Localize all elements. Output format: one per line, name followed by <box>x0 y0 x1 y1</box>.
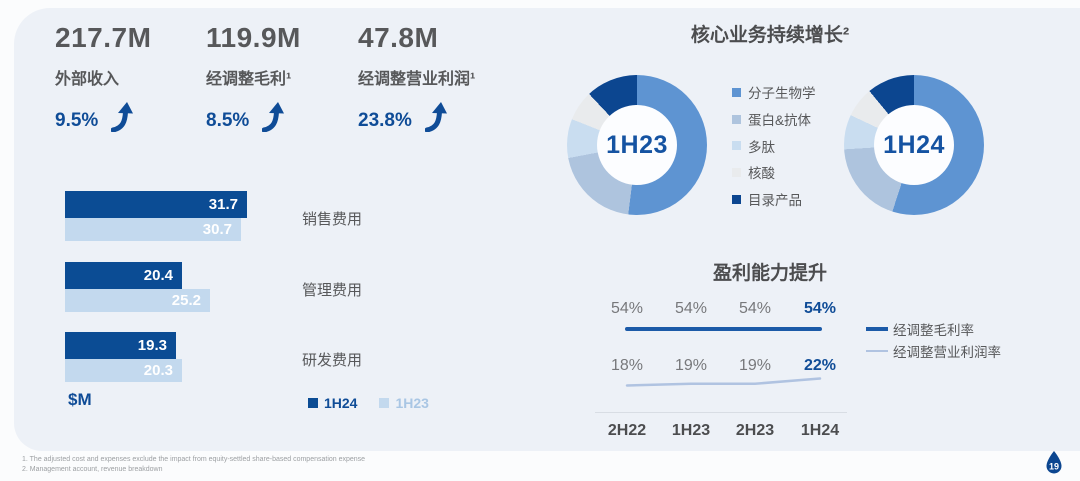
legend-swatch <box>732 194 741 204</box>
donut-center-label: 1H24 <box>874 105 954 185</box>
bar-chart-unit-label: $M <box>68 390 92 409</box>
legend-label: 经调整营业利润率 <box>893 345 1001 360</box>
line-chart-legend: 经调整毛利率经调整营业利润率 <box>866 318 1001 362</box>
bar-1h24: 20.4 <box>65 262 182 289</box>
kpi-label: 经调整毛利¹ <box>206 71 292 88</box>
legend-label: 1H24 <box>324 395 358 411</box>
legend-label: 核酸 <box>748 166 775 182</box>
bar-category-label: 管理费用 <box>302 282 363 299</box>
x-axis-label: 1H24 <box>800 422 840 439</box>
line-value-label: 54% <box>803 300 837 317</box>
legend-line-swatch <box>866 349 888 353</box>
legend-item: 1H23 <box>379 395 429 411</box>
legend-swatch <box>732 114 741 124</box>
legend-item: 蛋白&抗体 <box>732 106 816 133</box>
kpi-change-value: 8.5% <box>206 110 250 131</box>
legend-line-swatch <box>866 327 888 331</box>
bar-1h24: 19.3 <box>65 332 176 359</box>
donut-chart-1h24: 1H24 <box>844 75 984 215</box>
legend-label: 1H23 <box>395 395 429 411</box>
x-axis-line <box>595 412 847 413</box>
droplet-icon: 19 <box>1046 451 1062 474</box>
line-value-label: 54% <box>610 300 644 317</box>
kpi-change: 8.5% <box>206 102 301 132</box>
kpi-change: 23.8% <box>358 102 475 132</box>
up-arrow-icon <box>111 102 135 132</box>
legend-label: 目录产品 <box>748 193 802 209</box>
kpi-label: 外部收入 <box>55 71 120 88</box>
kpi-external-revenue: 217.7M 外部收入 9.5% <box>55 22 151 132</box>
legend-label: 多肽 <box>748 139 775 155</box>
x-axis-label: 1H23 <box>671 422 711 439</box>
kpi-value: 217.7M <box>55 22 152 53</box>
donut-legend: 分子生物学蛋白&抗体多肽核酸目录产品 <box>732 79 816 212</box>
legend-swatch <box>379 398 390 408</box>
line-value-label: 19% <box>674 357 708 374</box>
bar-1h23: 25.2 <box>65 289 210 312</box>
up-arrow-icon <box>262 102 286 132</box>
expenses-bar-chart: 31.7 30.7 销售费用 20.4 25.2 管理费用 19.3 20.3 研发费用 <box>65 191 495 391</box>
legend-swatch <box>732 167 741 177</box>
page-number-badge: 19 <box>1045 451 1063 480</box>
line-value-label: 22% <box>803 357 837 374</box>
kpi-change: 9.5% <box>55 102 151 132</box>
donut-center-label: 1H23 <box>597 105 677 185</box>
legend-item: 1H24 <box>308 395 357 411</box>
donut-section-title: 核心业务持续增长² <box>690 25 850 46</box>
legend-swatch <box>308 398 318 408</box>
bar-1h24: 31.7 <box>65 191 247 218</box>
kpi-change-value: 9.5% <box>55 110 99 131</box>
kpi-adjusted-operating-profit: 47.8M 经调整营业利润¹ 23.8% <box>358 22 475 132</box>
line-value-label: 54% <box>738 300 772 317</box>
line-value-label: 19% <box>738 357 772 374</box>
kpi-change-value: 23.8% <box>358 110 412 131</box>
donut-chart-1h23: 1H23 <box>567 75 707 215</box>
kpi-label: 经调整营业利润¹ <box>358 71 476 88</box>
bar-1h23: 30.7 <box>65 218 241 241</box>
legend-swatch <box>732 87 741 97</box>
legend-label: 蛋白&抗体 <box>748 113 812 129</box>
kpi-value: 47.8M <box>358 22 439 53</box>
bar-1h23: 20.3 <box>65 359 182 382</box>
legend-item: 核酸 <box>732 159 816 186</box>
legend-swatch <box>732 141 741 151</box>
legend-label: 分子生物学 <box>748 86 816 102</box>
footnote-2: 2. Management account, revenue breakdown <box>22 466 163 473</box>
legend-item: 多肽 <box>732 132 816 159</box>
line-series <box>625 377 822 387</box>
up-arrow-icon <box>424 102 449 132</box>
legend-item: 经调整营业利润率 <box>866 340 1001 362</box>
legend-label: 经调整毛利率 <box>893 323 974 338</box>
line-value-label: 54% <box>674 300 708 317</box>
kpi-value: 119.9M <box>206 22 301 53</box>
legend-item: 经调整毛利率 <box>866 318 1001 340</box>
line-section-title: 盈利能力提升 <box>712 263 827 284</box>
bar-category-label: 研发费用 <box>302 352 363 369</box>
footnotes: 1. The adjusted cost and expenses exclud… <box>22 455 365 475</box>
x-axis-label: 2H23 <box>735 422 775 439</box>
profitability-line-chart: 54% 54% 54% 54% 18% 19% 19% 22% 2H22 1H23 2H23 1H24 <box>595 300 855 445</box>
page-number: 19 <box>1049 462 1059 472</box>
line-value-label: 18% <box>610 357 644 374</box>
x-axis-label: 2H22 <box>607 422 647 439</box>
line-chart-lines <box>625 327 822 387</box>
footnote-1: 1. The adjusted cost and expenses exclud… <box>22 456 366 463</box>
legend-item: 分子生物学 <box>732 79 816 106</box>
bar-chart-legend: 1H24 1H23 <box>308 395 429 411</box>
legend-item: 目录产品 <box>732 186 816 213</box>
bar-category-label: 销售费用 <box>302 211 363 228</box>
kpi-adjusted-gross-profit: 119.9M 经调整毛利¹ 8.5% <box>206 22 301 132</box>
